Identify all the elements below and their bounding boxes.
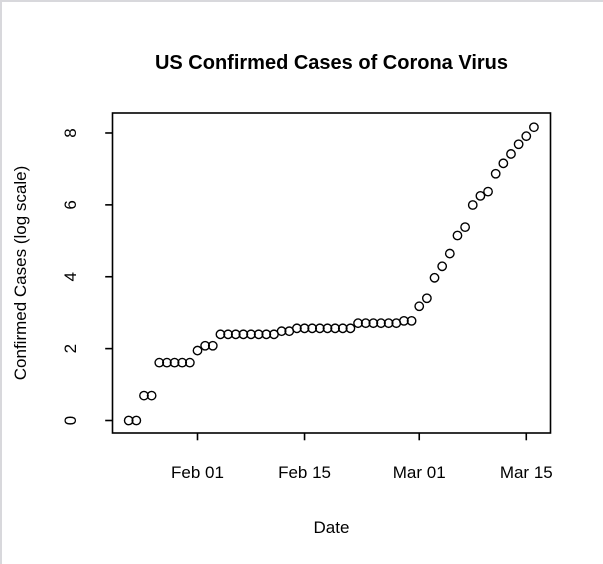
y-tick-label: 2 <box>61 344 80 353</box>
y-axis-title: Confirmed Cases (log scale) <box>11 166 30 380</box>
x-tick-label: Feb 01 <box>171 463 224 482</box>
y-tick-label: 4 <box>61 272 80 281</box>
data-point <box>154 357 165 368</box>
data-point <box>376 318 386 329</box>
data-point <box>437 261 448 272</box>
data-point <box>421 293 432 304</box>
y-tick-label: 0 <box>61 416 80 425</box>
data-point <box>521 131 532 142</box>
x-tick-label: Mar 15 <box>500 463 553 482</box>
data-point <box>513 139 524 150</box>
data-point <box>330 323 341 334</box>
data-point <box>307 323 318 334</box>
data-point <box>230 329 241 340</box>
data-point <box>467 200 478 210</box>
data-point <box>498 158 509 169</box>
data-point <box>207 340 218 351</box>
data-point <box>414 301 425 312</box>
x-axis-title: Date <box>314 518 350 537</box>
data-point <box>139 390 149 401</box>
data-point <box>184 357 195 368</box>
data-point <box>429 272 440 283</box>
data-point <box>368 318 379 329</box>
data-points <box>123 122 539 426</box>
data-point <box>146 390 157 401</box>
data-point <box>337 323 348 334</box>
chart-title: US Confirmed Cases of Corona Virus <box>155 52 508 74</box>
data-point <box>460 222 471 233</box>
data-point <box>353 318 363 329</box>
data-point <box>360 318 371 329</box>
data-point <box>276 326 287 337</box>
data-point <box>452 230 463 241</box>
data-point <box>253 329 264 340</box>
plot-box <box>111 112 552 434</box>
data-point <box>383 318 394 329</box>
y-tick-label: 8 <box>61 128 80 137</box>
data-point <box>200 340 211 351</box>
data-point <box>529 122 539 133</box>
data-point <box>506 149 516 159</box>
data-point <box>177 357 188 368</box>
data-point <box>223 329 233 340</box>
data-point <box>192 345 203 356</box>
x-tick-label: Mar 01 <box>393 463 446 482</box>
data-point <box>169 357 180 368</box>
data-point <box>345 323 356 334</box>
data-point <box>123 415 134 426</box>
data-point <box>475 190 486 201</box>
data-point <box>246 329 256 340</box>
y-tick-label: 6 <box>61 200 80 209</box>
x-axis-ticks: Feb 01 Feb 15 Mar 01 Mar 15 <box>171 433 553 482</box>
data-point <box>314 323 325 334</box>
data-point <box>483 186 493 197</box>
data-point <box>261 329 272 340</box>
x-tick-label: Feb 15 <box>278 463 331 482</box>
data-point <box>291 323 302 334</box>
data-point <box>322 323 333 334</box>
data-point <box>215 329 226 340</box>
data-point <box>299 323 310 334</box>
y-axis-ticks: 0 2 4 6 8 <box>61 128 113 425</box>
data-point <box>131 415 142 426</box>
data-point <box>162 357 172 368</box>
data-point <box>238 329 249 340</box>
data-point <box>490 168 501 179</box>
data-point <box>399 315 409 326</box>
data-point <box>444 248 455 259</box>
data-point <box>406 315 417 326</box>
